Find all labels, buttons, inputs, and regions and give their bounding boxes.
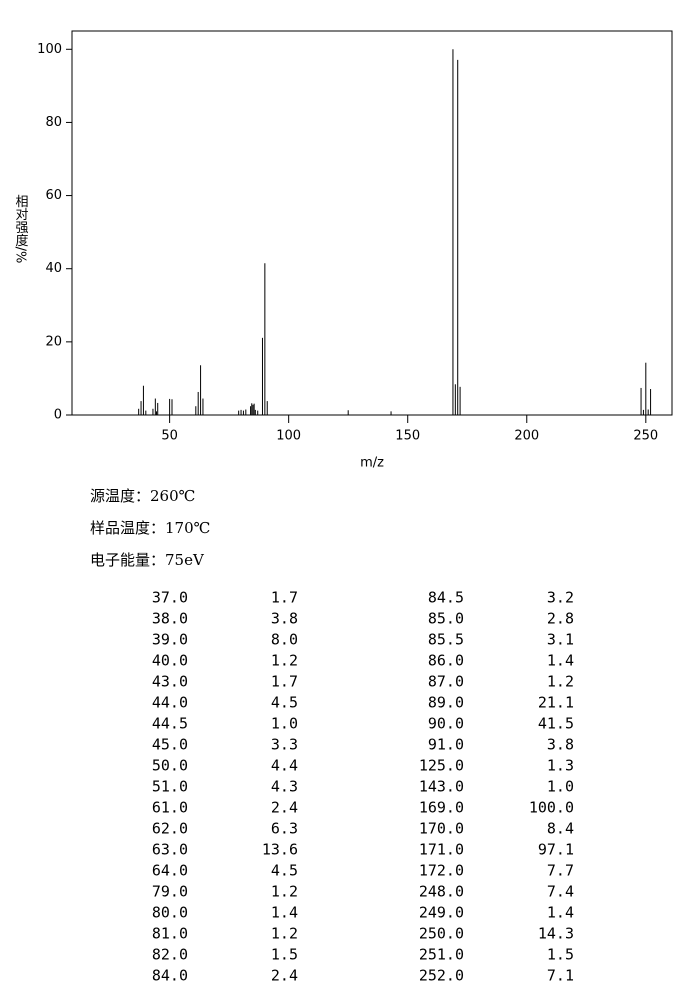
table-mz: 51.0 <box>152 778 188 796</box>
table-mz: 38.0 <box>152 610 188 628</box>
table-intensity: 1.4 <box>271 904 298 922</box>
y-axis-label: 相对强度/% <box>13 195 29 264</box>
y-tick-label: 80 <box>45 115 62 130</box>
table-mz: 85.5 <box>428 631 464 649</box>
table-intensity: 6.3 <box>271 820 298 838</box>
table-mz: 172.0 <box>419 862 464 880</box>
table-intensity: 3.8 <box>547 736 574 754</box>
x-tick-label: 200 <box>514 429 539 444</box>
table-intensity: 41.5 <box>538 715 574 733</box>
table-mz: 39.0 <box>152 631 188 649</box>
y-tick-label: 40 <box>45 261 62 276</box>
table-intensity: 2.8 <box>547 610 574 628</box>
table-intensity: 4.5 <box>271 862 298 880</box>
table-intensity: 1.2 <box>547 673 574 691</box>
table-intensity: 7.4 <box>547 883 574 901</box>
table-mz: 44.0 <box>152 694 188 712</box>
table-mz: 63.0 <box>152 841 188 859</box>
table-intensity: 1.7 <box>271 673 298 691</box>
table-intensity: 2.4 <box>271 967 298 985</box>
y-tick-label: 60 <box>45 188 62 203</box>
table-mz: 61.0 <box>152 799 188 817</box>
table-mz: 89.0 <box>428 694 464 712</box>
table-intensity: 1.7 <box>271 589 298 607</box>
table-intensity: 1.2 <box>271 925 298 943</box>
table-mz: 87.0 <box>428 673 464 691</box>
table-mz: 40.0 <box>152 652 188 670</box>
table-intensity: 1.2 <box>271 652 298 670</box>
table-intensity: 1.2 <box>271 883 298 901</box>
condition: 电子能量：75eV <box>90 551 205 569</box>
table-mz: 79.0 <box>152 883 188 901</box>
table-intensity: 3.3 <box>271 736 298 754</box>
table-mz: 169.0 <box>419 799 464 817</box>
table-mz: 252.0 <box>419 967 464 985</box>
table-intensity: 2.4 <box>271 799 298 817</box>
y-tick-label: 100 <box>37 42 62 57</box>
table-mz: 85.0 <box>428 610 464 628</box>
table-intensity: 1.0 <box>547 778 574 796</box>
table-mz: 248.0 <box>419 883 464 901</box>
table-intensity: 4.3 <box>271 778 298 796</box>
table-mz: 45.0 <box>152 736 188 754</box>
table-mz: 84.5 <box>428 589 464 607</box>
table-mz: 125.0 <box>419 757 464 775</box>
table-mz: 82.0 <box>152 946 188 964</box>
table-intensity: 8.4 <box>547 820 574 838</box>
table-mz: 90.0 <box>428 715 464 733</box>
table-intensity: 1.0 <box>271 715 298 733</box>
x-tick-label: 150 <box>395 429 420 444</box>
table-intensity: 7.7 <box>547 862 574 880</box>
table-mz: 80.0 <box>152 904 188 922</box>
table-mz: 84.0 <box>152 967 188 985</box>
x-tick-label: 250 <box>633 429 658 444</box>
table-intensity: 8.0 <box>271 631 298 649</box>
table-intensity: 1.4 <box>547 904 574 922</box>
table-mz: 43.0 <box>152 673 188 691</box>
table-mz: 81.0 <box>152 925 188 943</box>
table-intensity: 100.0 <box>529 799 574 817</box>
table-intensity: 1.5 <box>271 946 298 964</box>
table-mz: 64.0 <box>152 862 188 880</box>
table-mz: 44.5 <box>152 715 188 733</box>
condition: 样品温度：170℃ <box>90 519 210 537</box>
x-tick-label: 100 <box>276 429 301 444</box>
table-intensity: 1.4 <box>547 652 574 670</box>
table-mz: 62.0 <box>152 820 188 838</box>
table-mz: 86.0 <box>428 652 464 670</box>
table-mz: 249.0 <box>419 904 464 922</box>
table-intensity: 3.2 <box>547 589 574 607</box>
table-intensity: 3.8 <box>271 610 298 628</box>
table-intensity: 13.6 <box>262 841 298 859</box>
table-intensity: 4.4 <box>271 757 298 775</box>
table-intensity: 14.3 <box>538 925 574 943</box>
condition: 源温度：260℃ <box>90 487 195 505</box>
table-intensity: 3.1 <box>547 631 574 649</box>
table-intensity: 7.1 <box>547 967 574 985</box>
table-mz: 91.0 <box>428 736 464 754</box>
table-mz: 250.0 <box>419 925 464 943</box>
x-axis-label: m/z <box>360 456 384 471</box>
table-mz: 50.0 <box>152 757 188 775</box>
y-tick-label: 20 <box>45 334 62 349</box>
table-intensity: 4.5 <box>271 694 298 712</box>
table-intensity: 1.5 <box>547 946 574 964</box>
table-mz: 37.0 <box>152 589 188 607</box>
table-mz: 251.0 <box>419 946 464 964</box>
table-intensity: 21.1 <box>538 694 574 712</box>
y-tick-label: 0 <box>54 408 62 423</box>
table-mz: 170.0 <box>419 820 464 838</box>
table-mz: 143.0 <box>419 778 464 796</box>
table-intensity: 1.3 <box>547 757 574 775</box>
plot-frame <box>71 30 673 416</box>
table-intensity: 97.1 <box>538 841 574 859</box>
table-mz: 171.0 <box>419 841 464 859</box>
x-tick-label: 50 <box>161 429 178 444</box>
